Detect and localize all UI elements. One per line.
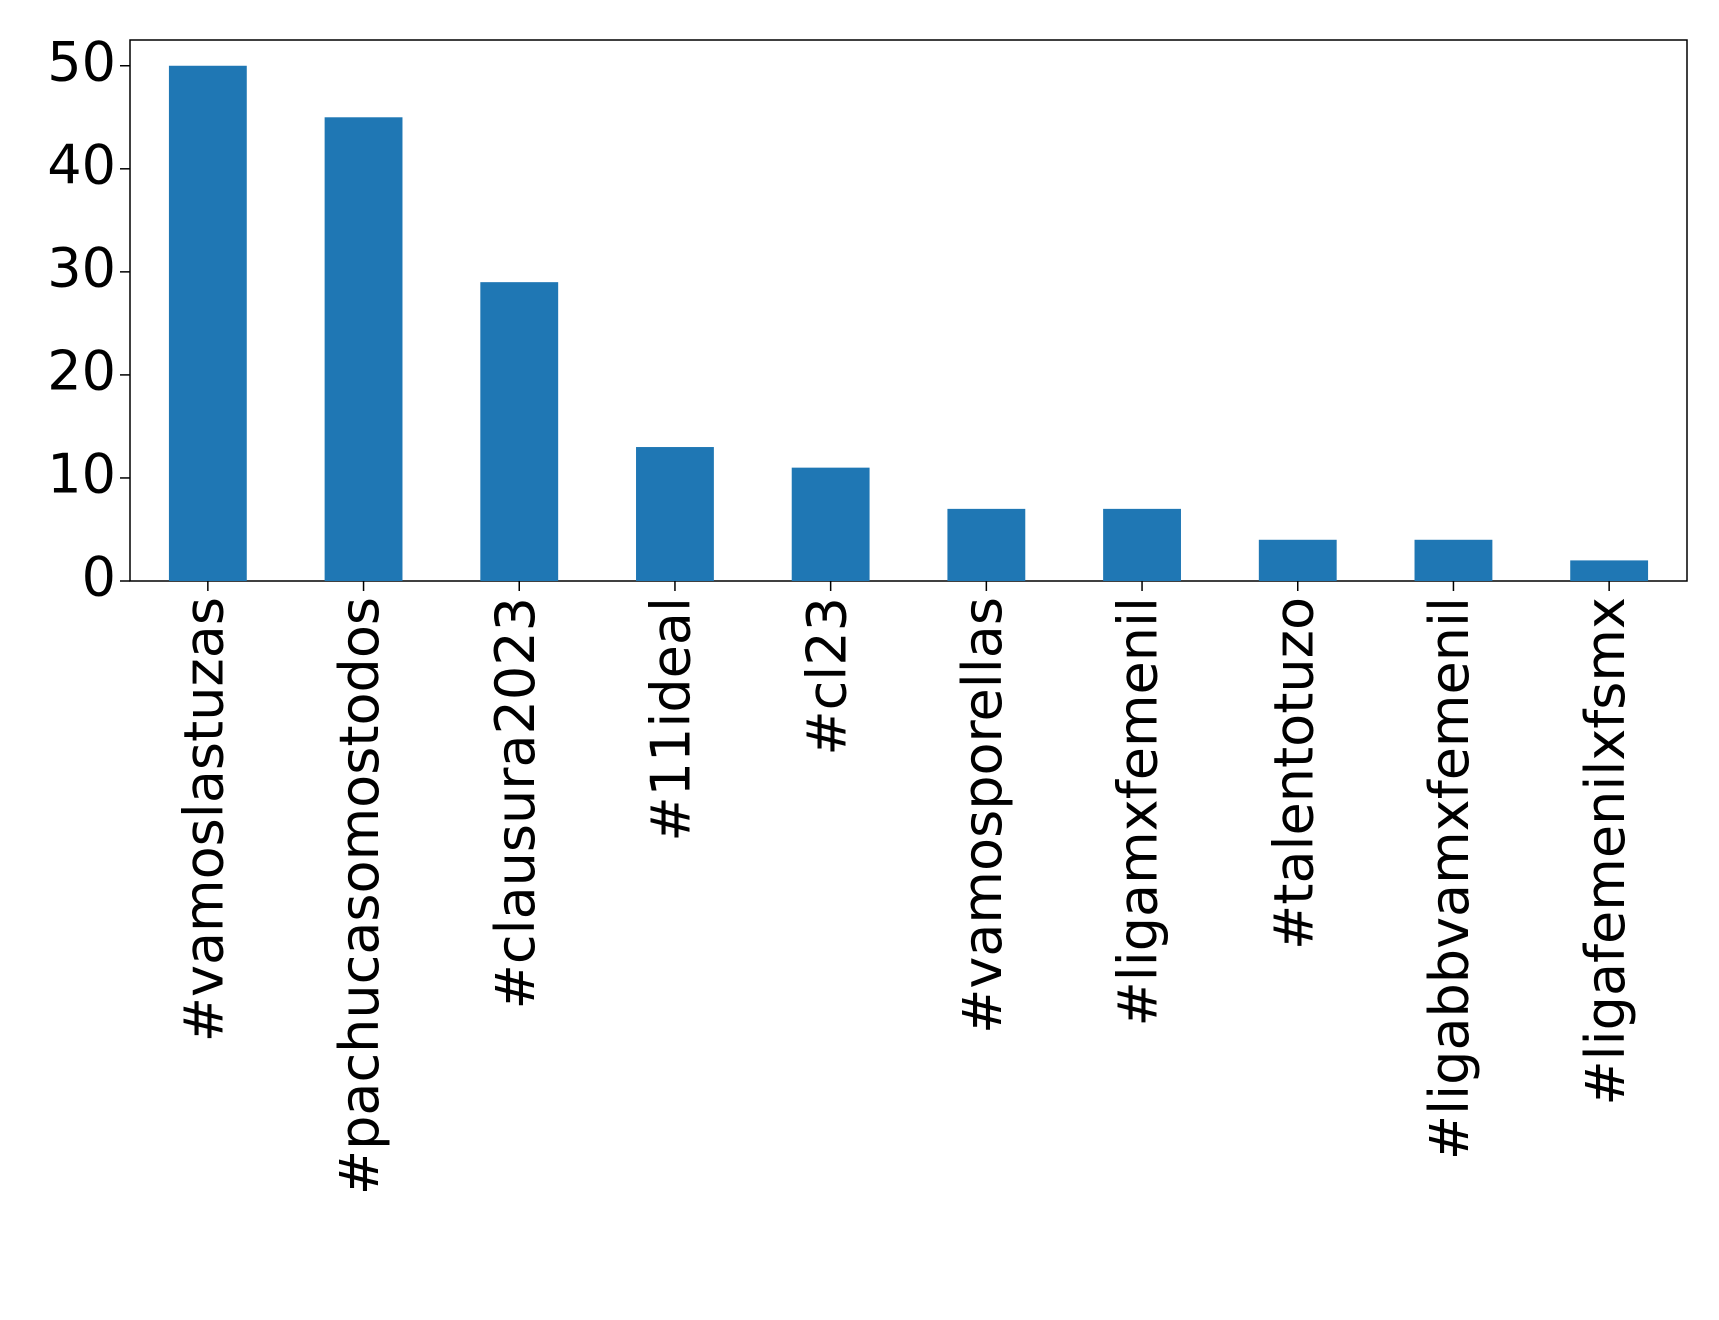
bar (324, 117, 403, 582)
x-tick-label: #clausura2023 (484, 597, 547, 1009)
plot-frame (129, 39, 1688, 582)
bar (168, 65, 247, 581)
y-tick-label: 10 (47, 443, 116, 506)
y-tick-label: 30 (47, 236, 116, 299)
x-tick-label: #pachucasomostodos (328, 597, 391, 1195)
y-tick-label: 50 (47, 30, 116, 93)
x-tick-label: #ligabbvamxfemenil (1418, 597, 1481, 1160)
bar (791, 467, 870, 581)
x-tick-label: #talentotuzo (1262, 597, 1325, 950)
bar (1570, 560, 1649, 581)
x-tick-label: #11ideal (640, 597, 703, 842)
bar (947, 508, 1026, 581)
y-tick-label: 20 (47, 340, 116, 403)
x-tick-label: #vamosporellas (951, 597, 1014, 1034)
bar (636, 447, 714, 581)
bar (1103, 508, 1181, 581)
x-tick-label: #cl23 (795, 597, 858, 756)
y-tick-label: 40 (47, 133, 116, 196)
x-tick-label: #ligamxfemenil (1107, 597, 1170, 1026)
x-tick-label: #vamoslastuzas (172, 597, 235, 1042)
bar (480, 282, 559, 581)
bar (1258, 539, 1337, 581)
bar (1414, 539, 1493, 581)
y-tick-label: 0 (82, 546, 116, 609)
x-tick-label: #ligafemenilxfsmx (1574, 597, 1637, 1106)
